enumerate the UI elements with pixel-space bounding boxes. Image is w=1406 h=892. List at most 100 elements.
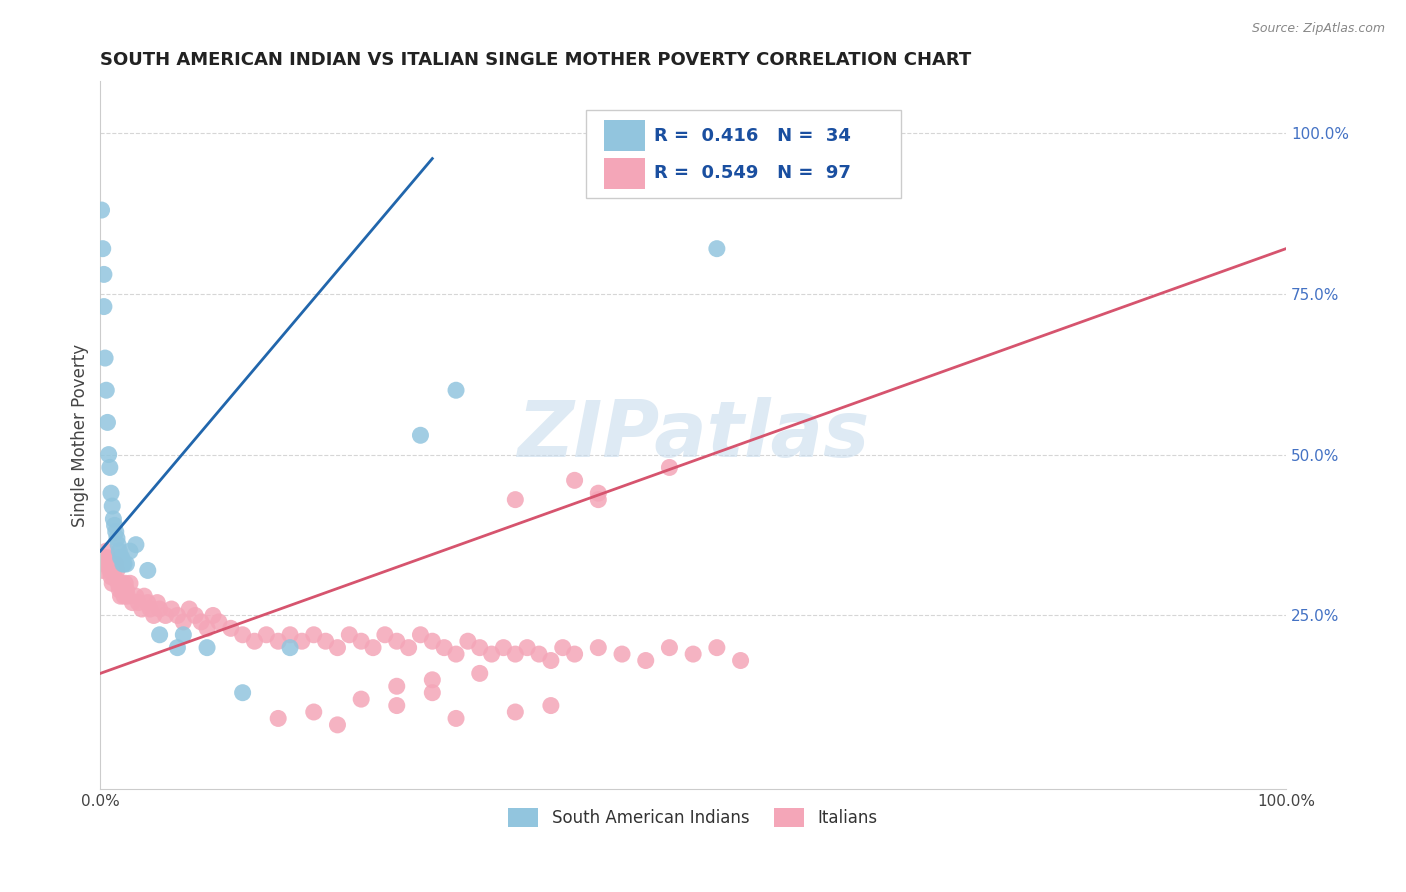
Point: [108, 544, 131, 558]
Point: [105, 563, 128, 577]
Point: [540, 653, 562, 667]
Point: [104, 524, 127, 539]
Point: [302, 705, 325, 719]
FancyBboxPatch shape: [586, 110, 901, 198]
Point: [564, 473, 586, 487]
Y-axis label: Single Mother Poverty: Single Mother Poverty: [72, 343, 89, 527]
Point: [326, 640, 349, 655]
FancyBboxPatch shape: [605, 158, 644, 189]
Point: [111, 576, 134, 591]
Point: [195, 621, 218, 635]
Point: [682, 647, 704, 661]
Point: [101, 576, 124, 591]
Point: [96, 544, 118, 558]
Point: [108, 582, 131, 597]
Point: [492, 640, 515, 655]
Point: [634, 653, 657, 667]
Point: [201, 608, 224, 623]
Point: [706, 640, 728, 655]
Point: [278, 628, 301, 642]
Point: [93, 268, 115, 282]
Point: [527, 647, 550, 661]
Point: [118, 576, 141, 591]
Point: [208, 615, 231, 629]
Point: [540, 698, 562, 713]
Point: [468, 666, 491, 681]
Point: [254, 628, 277, 642]
Point: [160, 602, 183, 616]
Point: [398, 640, 420, 655]
Point: [385, 634, 408, 648]
Point: [385, 698, 408, 713]
Point: [468, 640, 491, 655]
Legend: South American Indians, Italians: South American Indians, Italians: [502, 801, 884, 834]
Point: [658, 640, 681, 655]
Point: [155, 608, 177, 623]
Point: [278, 640, 301, 655]
Point: [302, 628, 325, 642]
Point: [409, 628, 432, 642]
Point: [94, 351, 117, 365]
Point: [505, 647, 527, 661]
Point: [505, 492, 527, 507]
Point: [136, 563, 159, 577]
Point: [149, 628, 172, 642]
Point: [110, 589, 132, 603]
Point: [100, 570, 122, 584]
Point: [190, 615, 212, 629]
Point: [111, 582, 134, 597]
Point: [93, 550, 115, 565]
Point: [101, 499, 124, 513]
Point: [588, 640, 610, 655]
Point: [420, 634, 443, 648]
Point: [96, 550, 118, 565]
Point: [103, 563, 125, 577]
Point: [444, 711, 467, 725]
Point: [104, 557, 127, 571]
Point: [103, 512, 125, 526]
Point: [131, 602, 153, 616]
Point: [505, 705, 527, 719]
Point: [107, 576, 129, 591]
Point: [118, 544, 141, 558]
Point: [267, 634, 290, 648]
Point: [551, 640, 574, 655]
Point: [232, 686, 254, 700]
Text: R =  0.549   N =  97: R = 0.549 N = 97: [654, 164, 851, 182]
Point: [516, 640, 538, 655]
Text: R =  0.416   N =  34: R = 0.416 N = 34: [654, 127, 851, 145]
Text: ZIPatlas: ZIPatlas: [517, 397, 869, 474]
Point: [166, 640, 188, 655]
Point: [457, 634, 479, 648]
Point: [337, 628, 360, 642]
Point: [98, 460, 121, 475]
Point: [326, 718, 349, 732]
Point: [111, 557, 134, 571]
Point: [93, 300, 115, 314]
Point: [125, 538, 148, 552]
Point: [125, 589, 148, 603]
FancyBboxPatch shape: [605, 120, 644, 152]
Point: [98, 563, 121, 577]
Point: [232, 628, 254, 642]
Point: [267, 711, 290, 725]
Point: [105, 531, 128, 545]
Point: [350, 692, 373, 706]
Point: [117, 589, 139, 603]
Point: [107, 538, 129, 552]
Point: [139, 602, 162, 616]
Point: [111, 550, 134, 565]
Point: [219, 621, 242, 635]
Point: [91, 242, 114, 256]
Point: [142, 608, 165, 623]
Point: [444, 647, 467, 661]
Point: [134, 589, 156, 603]
Point: [149, 602, 172, 616]
Point: [184, 608, 207, 623]
Point: [420, 673, 443, 687]
Point: [112, 557, 135, 571]
Point: [166, 608, 188, 623]
Point: [706, 242, 728, 256]
Point: [564, 647, 586, 661]
Point: [588, 486, 610, 500]
